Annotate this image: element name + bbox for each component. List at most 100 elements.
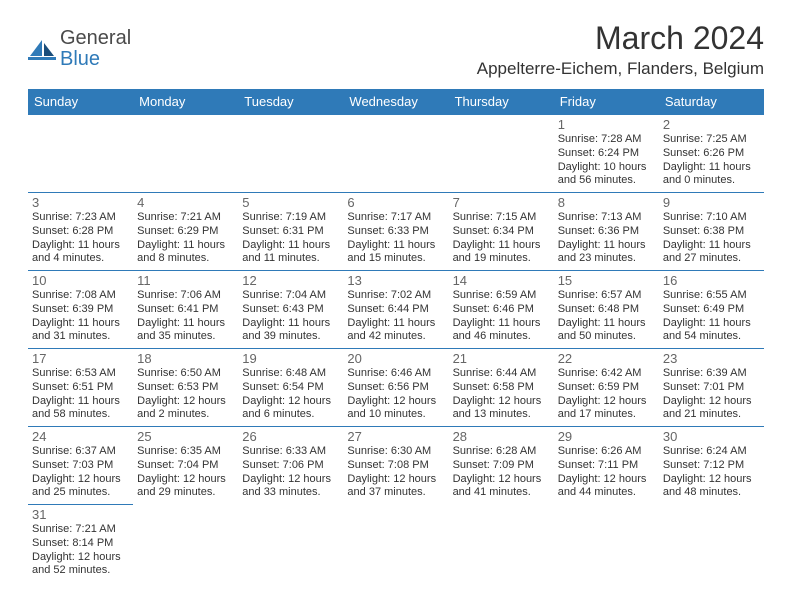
daylight-text: Daylight: 12 hours and 41 minutes. (453, 473, 550, 501)
sunrise-text: Sunrise: 6:53 AM (32, 367, 129, 381)
day-number: 1 (558, 117, 655, 132)
day-number: 25 (137, 429, 234, 444)
day-number: 3 (32, 195, 129, 210)
daylight-text: Daylight: 11 hours and 4 minutes. (32, 239, 129, 267)
daylight-text: Daylight: 12 hours and 21 minutes. (663, 395, 760, 423)
day-number: 12 (242, 273, 339, 288)
daylight-text: Daylight: 12 hours and 17 minutes. (558, 395, 655, 423)
day-cell-11: 11Sunrise: 7:06 AMSunset: 6:41 PMDayligh… (133, 271, 238, 349)
sunset-text: Sunset: 6:38 PM (663, 225, 760, 239)
daylight-text: Daylight: 11 hours and 27 minutes. (663, 239, 760, 267)
sunset-text: Sunset: 6:34 PM (453, 225, 550, 239)
week-row: 24Sunrise: 6:37 AMSunset: 7:03 PMDayligh… (28, 427, 764, 505)
sunset-text: Sunset: 6:31 PM (242, 225, 339, 239)
sunset-text: Sunset: 7:11 PM (558, 459, 655, 473)
day-number: 21 (453, 351, 550, 366)
calendar-table: SundayMondayTuesdayWednesdayThursdayFrid… (28, 89, 764, 583)
empty-cell (238, 115, 343, 193)
logo-text-blue: Blue (60, 48, 100, 70)
day-number: 28 (453, 429, 550, 444)
sunrise-text: Sunrise: 7:25 AM (663, 133, 760, 147)
logo-text: General Blue (60, 28, 131, 70)
sunrise-text: Sunrise: 6:55 AM (663, 289, 760, 303)
day-cell-19: 19Sunrise: 6:48 AMSunset: 6:54 PMDayligh… (238, 349, 343, 427)
day-number: 2 (663, 117, 760, 132)
week-row: 3Sunrise: 7:23 AMSunset: 6:28 PMDaylight… (28, 193, 764, 271)
sunrise-text: Sunrise: 6:57 AM (558, 289, 655, 303)
location: Appelterre-Eichem, Flanders, Belgium (477, 59, 764, 79)
sunset-text: Sunset: 6:39 PM (32, 303, 129, 317)
sunrise-text: Sunrise: 6:39 AM (663, 367, 760, 381)
empty-cell (343, 505, 448, 583)
empty-cell (554, 505, 659, 583)
sunset-text: Sunset: 6:56 PM (347, 381, 444, 395)
sunrise-text: Sunrise: 6:59 AM (453, 289, 550, 303)
sunset-text: Sunset: 7:12 PM (663, 459, 760, 473)
sunset-text: Sunset: 6:48 PM (558, 303, 655, 317)
dayname-tuesday: Tuesday (238, 89, 343, 115)
daylight-text: Daylight: 11 hours and 42 minutes. (347, 317, 444, 345)
sunset-text: Sunset: 7:03 PM (32, 459, 129, 473)
month-title: March 2024 (477, 20, 764, 57)
day-number: 6 (347, 195, 444, 210)
daylight-text: Daylight: 12 hours and 6 minutes. (242, 395, 339, 423)
daylight-text: Daylight: 11 hours and 31 minutes. (32, 317, 129, 345)
sunrise-text: Sunrise: 6:44 AM (453, 367, 550, 381)
sunset-text: Sunset: 7:01 PM (663, 381, 760, 395)
sunrise-text: Sunrise: 6:24 AM (663, 445, 760, 459)
dayname-row: SundayMondayTuesdayWednesdayThursdayFrid… (28, 89, 764, 115)
sunset-text: Sunset: 6:46 PM (453, 303, 550, 317)
logo: General Blue (28, 20, 131, 70)
sunrise-text: Sunrise: 6:28 AM (453, 445, 550, 459)
daylight-text: Daylight: 11 hours and 35 minutes. (137, 317, 234, 345)
day-cell-14: 14Sunrise: 6:59 AMSunset: 6:46 PMDayligh… (449, 271, 554, 349)
sunrise-text: Sunrise: 7:13 AM (558, 211, 655, 225)
daylight-text: Daylight: 11 hours and 23 minutes. (558, 239, 655, 267)
day-number: 4 (137, 195, 234, 210)
day-cell-1: 1Sunrise: 7:28 AMSunset: 6:24 PMDaylight… (554, 115, 659, 193)
daylight-text: Daylight: 12 hours and 37 minutes. (347, 473, 444, 501)
week-row: 10Sunrise: 7:08 AMSunset: 6:39 PMDayligh… (28, 271, 764, 349)
dayname-sunday: Sunday (28, 89, 133, 115)
day-cell-23: 23Sunrise: 6:39 AMSunset: 7:01 PMDayligh… (659, 349, 764, 427)
sunset-text: Sunset: 6:58 PM (453, 381, 550, 395)
empty-cell (449, 115, 554, 193)
daylight-text: Daylight: 12 hours and 13 minutes. (453, 395, 550, 423)
sunset-text: Sunset: 6:26 PM (663, 147, 760, 161)
sunset-text: Sunset: 8:14 PM (32, 537, 129, 551)
day-cell-7: 7Sunrise: 7:15 AMSunset: 6:34 PMDaylight… (449, 193, 554, 271)
day-number: 11 (137, 273, 234, 288)
day-cell-29: 29Sunrise: 6:26 AMSunset: 7:11 PMDayligh… (554, 427, 659, 505)
empty-cell (133, 505, 238, 583)
daylight-text: Daylight: 12 hours and 2 minutes. (137, 395, 234, 423)
sunrise-text: Sunrise: 7:23 AM (32, 211, 129, 225)
daylight-text: Daylight: 12 hours and 10 minutes. (347, 395, 444, 423)
empty-cell (238, 505, 343, 583)
sunrise-text: Sunrise: 7:19 AM (242, 211, 339, 225)
daylight-text: Daylight: 12 hours and 33 minutes. (242, 473, 339, 501)
empty-cell (28, 115, 133, 193)
day-number: 17 (32, 351, 129, 366)
logo-sail-icon (28, 38, 56, 60)
daylight-text: Daylight: 12 hours and 44 minutes. (558, 473, 655, 501)
daylight-text: Daylight: 11 hours and 15 minutes. (347, 239, 444, 267)
day-number: 7 (453, 195, 550, 210)
day-cell-31: 31Sunrise: 7:21 AMSunset: 8:14 PMDayligh… (28, 505, 133, 583)
sunrise-text: Sunrise: 6:35 AM (137, 445, 234, 459)
sunset-text: Sunset: 6:53 PM (137, 381, 234, 395)
day-number: 16 (663, 273, 760, 288)
day-number: 10 (32, 273, 129, 288)
day-cell-22: 22Sunrise: 6:42 AMSunset: 6:59 PMDayligh… (554, 349, 659, 427)
sunset-text: Sunset: 6:59 PM (558, 381, 655, 395)
sunrise-text: Sunrise: 7:28 AM (558, 133, 655, 147)
day-cell-16: 16Sunrise: 6:55 AMSunset: 6:49 PMDayligh… (659, 271, 764, 349)
day-number: 23 (663, 351, 760, 366)
sunrise-text: Sunrise: 6:42 AM (558, 367, 655, 381)
day-cell-13: 13Sunrise: 7:02 AMSunset: 6:44 PMDayligh… (343, 271, 448, 349)
sunrise-text: Sunrise: 7:17 AM (347, 211, 444, 225)
week-row: 1Sunrise: 7:28 AMSunset: 6:24 PMDaylight… (28, 115, 764, 193)
sunset-text: Sunset: 6:29 PM (137, 225, 234, 239)
day-number: 8 (558, 195, 655, 210)
day-cell-26: 26Sunrise: 6:33 AMSunset: 7:06 PMDayligh… (238, 427, 343, 505)
day-cell-6: 6Sunrise: 7:17 AMSunset: 6:33 PMDaylight… (343, 193, 448, 271)
